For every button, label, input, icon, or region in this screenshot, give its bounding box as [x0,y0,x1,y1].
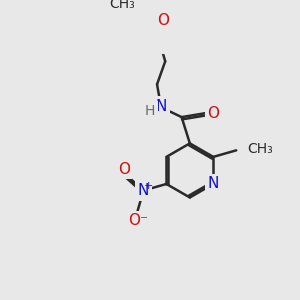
Text: N: N [138,183,149,198]
Text: O: O [118,162,130,177]
Text: N: N [208,176,219,191]
Text: O: O [157,13,169,28]
Text: N: N [155,99,167,114]
Text: CH₃: CH₃ [109,0,135,11]
Text: H: H [145,103,155,118]
Text: CH₃: CH₃ [248,142,274,156]
Text: O: O [208,106,220,121]
Text: O⁻: O⁻ [128,213,148,228]
Text: +: + [144,181,153,190]
